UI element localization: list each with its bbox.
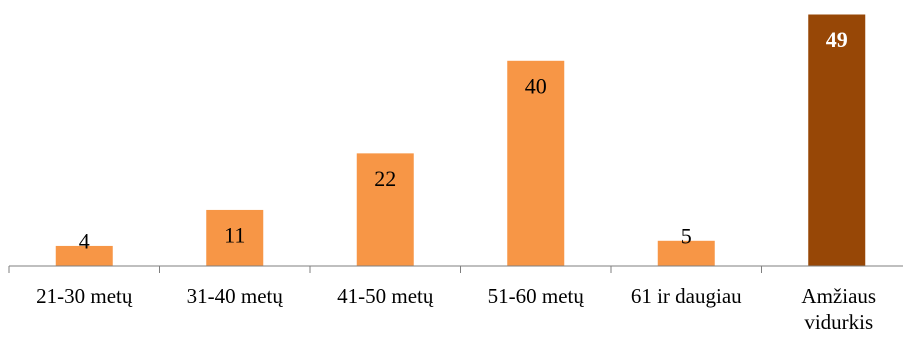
bar-2 (205, 208, 265, 267)
data-label-4: 40 (525, 73, 547, 98)
bar-3 (355, 152, 415, 267)
category-label-3: 41-50 metų (337, 284, 434, 308)
data-label-3: 22 (374, 166, 396, 191)
category-label-6: vidurkis (804, 310, 873, 334)
x-axis-group (8, 265, 903, 273)
data-label-2: 11 (224, 222, 245, 247)
bar-4 (506, 59, 566, 267)
data-label-5: 5 (681, 223, 692, 248)
labels-group: 4 21-30 metų 11 31-40 metų 22 41-50 metų 40 51-… (36, 27, 876, 334)
category-label-5: 61 ir daugiau (631, 284, 742, 308)
bars-group (54, 13, 867, 267)
category-label-2: 31-40 metų (187, 284, 284, 308)
data-label-1: 4 (79, 228, 90, 253)
category-label-1: 21-30 metų (36, 284, 133, 308)
category-label-6: Amžiaus (801, 284, 876, 308)
data-label-6: 49 (826, 27, 848, 52)
category-label-4: 51-60 metų (488, 284, 585, 308)
